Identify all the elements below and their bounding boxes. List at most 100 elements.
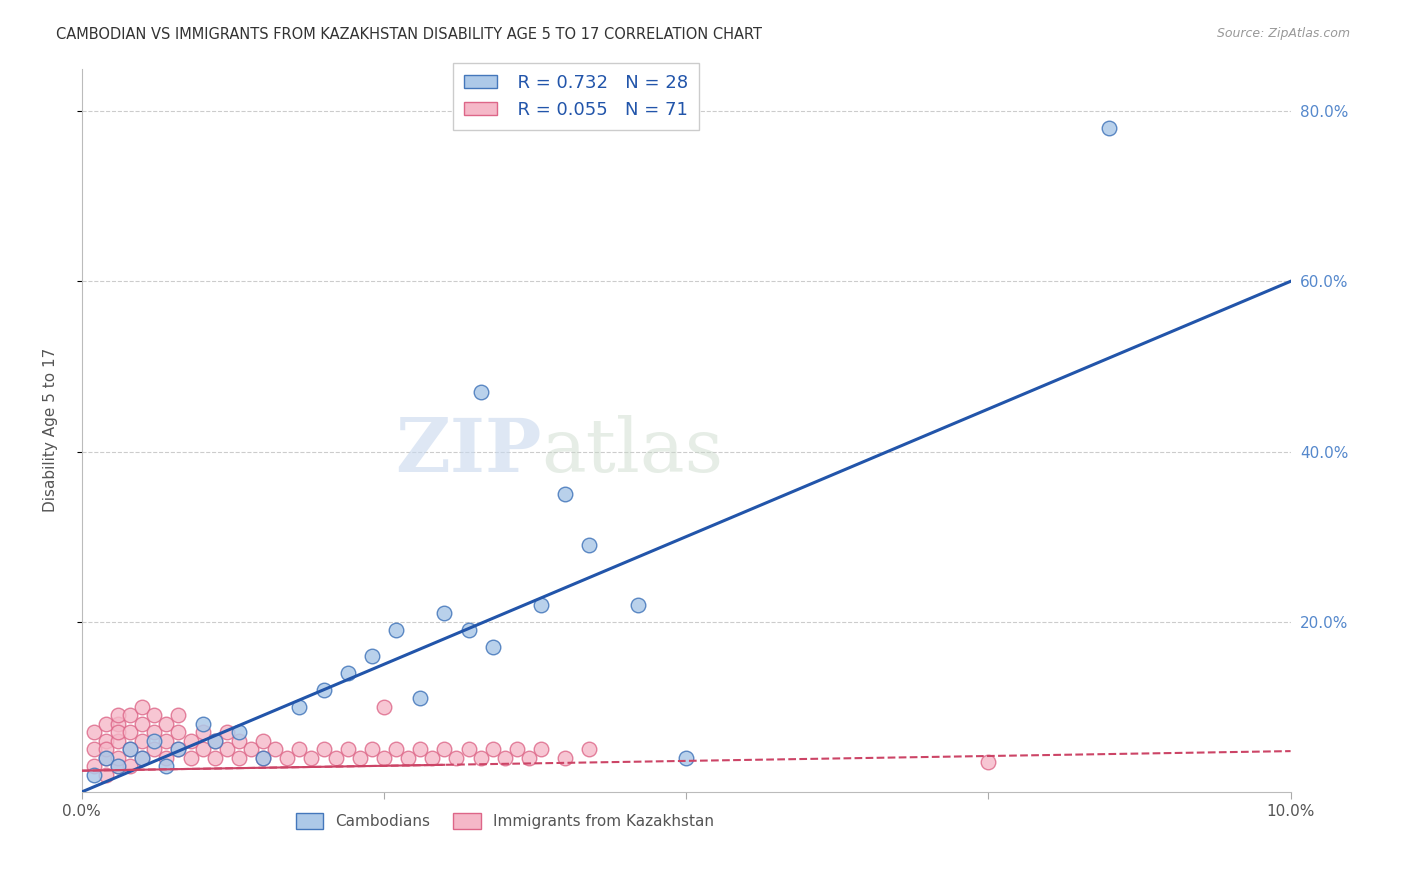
Point bbox=[494, 751, 516, 765]
Point bbox=[94, 768, 117, 782]
Point bbox=[155, 759, 177, 773]
Point bbox=[506, 742, 529, 756]
Point bbox=[204, 734, 226, 748]
Point bbox=[373, 751, 395, 765]
Point bbox=[554, 751, 576, 765]
Point bbox=[240, 742, 263, 756]
Point bbox=[396, 751, 419, 765]
Point bbox=[675, 751, 697, 765]
Point bbox=[288, 699, 311, 714]
Point bbox=[385, 742, 408, 756]
Point bbox=[433, 606, 456, 620]
Point bbox=[977, 755, 1000, 769]
Point bbox=[94, 717, 117, 731]
Point bbox=[517, 751, 540, 765]
Point bbox=[409, 691, 432, 706]
Point bbox=[94, 751, 117, 765]
Point bbox=[215, 725, 238, 739]
Point bbox=[120, 725, 142, 739]
Point bbox=[299, 751, 322, 765]
Point bbox=[470, 751, 492, 765]
Point bbox=[457, 624, 479, 638]
Point bbox=[107, 725, 129, 739]
Point bbox=[336, 742, 359, 756]
Point bbox=[578, 742, 600, 756]
Point bbox=[360, 648, 382, 663]
Point bbox=[180, 734, 202, 748]
Point bbox=[131, 751, 153, 765]
Point bbox=[83, 759, 105, 773]
Point bbox=[1098, 121, 1121, 136]
Point bbox=[167, 742, 190, 756]
Point bbox=[131, 699, 153, 714]
Point bbox=[131, 751, 153, 765]
Point bbox=[288, 742, 311, 756]
Point bbox=[191, 742, 214, 756]
Point bbox=[143, 742, 166, 756]
Point bbox=[167, 725, 190, 739]
Point bbox=[120, 708, 142, 723]
Point bbox=[143, 708, 166, 723]
Point bbox=[252, 751, 274, 765]
Point bbox=[252, 734, 274, 748]
Point bbox=[252, 751, 274, 765]
Point bbox=[349, 751, 371, 765]
Point bbox=[228, 734, 250, 748]
Point bbox=[94, 742, 117, 756]
Point bbox=[143, 734, 166, 748]
Point bbox=[131, 717, 153, 731]
Point bbox=[120, 742, 142, 756]
Point bbox=[264, 742, 287, 756]
Point bbox=[204, 751, 226, 765]
Point bbox=[457, 742, 479, 756]
Point bbox=[385, 624, 408, 638]
Point bbox=[107, 717, 129, 731]
Point bbox=[446, 751, 468, 765]
Text: ZIP: ZIP bbox=[395, 416, 541, 489]
Point bbox=[191, 725, 214, 739]
Point bbox=[204, 734, 226, 748]
Point bbox=[554, 487, 576, 501]
Point bbox=[530, 598, 553, 612]
Point bbox=[83, 742, 105, 756]
Text: CAMBODIAN VS IMMIGRANTS FROM KAZAKHSTAN DISABILITY AGE 5 TO 17 CORRELATION CHART: CAMBODIAN VS IMMIGRANTS FROM KAZAKHSTAN … bbox=[56, 27, 762, 42]
Text: Source: ZipAtlas.com: Source: ZipAtlas.com bbox=[1216, 27, 1350, 40]
Point bbox=[373, 699, 395, 714]
Point bbox=[481, 640, 503, 655]
Point bbox=[228, 725, 250, 739]
Point bbox=[191, 717, 214, 731]
Point bbox=[312, 742, 335, 756]
Point bbox=[312, 682, 335, 697]
Point bbox=[107, 759, 129, 773]
Y-axis label: Disability Age 5 to 17: Disability Age 5 to 17 bbox=[44, 348, 58, 512]
Point bbox=[470, 384, 492, 399]
Point bbox=[530, 742, 553, 756]
Point bbox=[107, 734, 129, 748]
Point bbox=[409, 742, 432, 756]
Legend: Cambodians, Immigrants from Kazakhstan: Cambodians, Immigrants from Kazakhstan bbox=[290, 806, 720, 835]
Point bbox=[167, 708, 190, 723]
Point bbox=[94, 751, 117, 765]
Point bbox=[155, 751, 177, 765]
Point bbox=[325, 751, 347, 765]
Point bbox=[167, 742, 190, 756]
Point bbox=[155, 734, 177, 748]
Point bbox=[336, 665, 359, 680]
Point bbox=[276, 751, 298, 765]
Point bbox=[433, 742, 456, 756]
Point bbox=[131, 734, 153, 748]
Point bbox=[120, 742, 142, 756]
Point bbox=[155, 717, 177, 731]
Point bbox=[627, 598, 650, 612]
Point bbox=[83, 725, 105, 739]
Point bbox=[481, 742, 503, 756]
Point bbox=[215, 742, 238, 756]
Point bbox=[143, 725, 166, 739]
Point bbox=[107, 708, 129, 723]
Point bbox=[578, 538, 600, 552]
Point bbox=[94, 734, 117, 748]
Point bbox=[228, 751, 250, 765]
Point bbox=[180, 751, 202, 765]
Text: atlas: atlas bbox=[541, 416, 723, 489]
Point bbox=[83, 768, 105, 782]
